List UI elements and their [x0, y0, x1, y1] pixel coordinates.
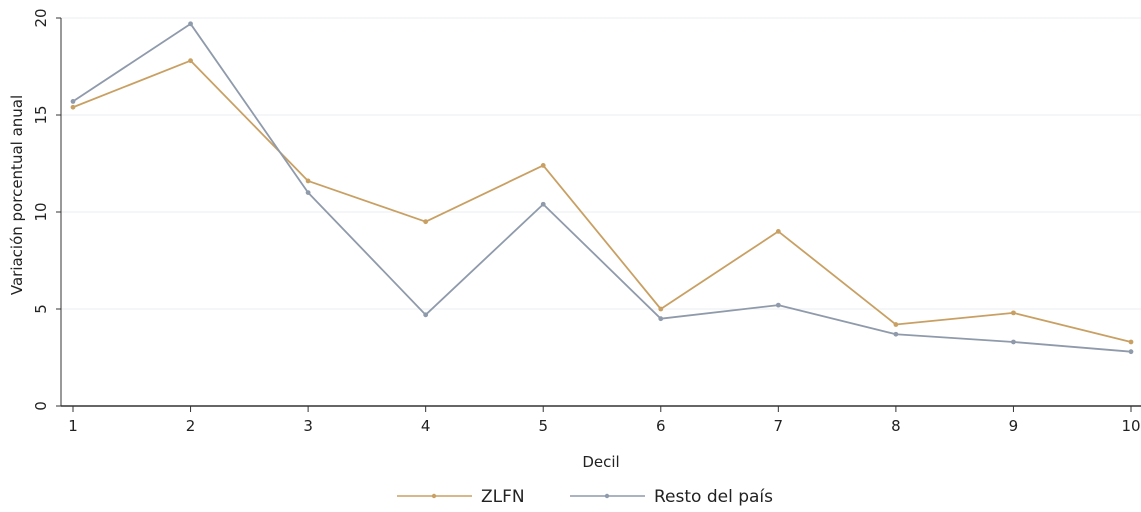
legend-marker-zlfn — [431, 493, 437, 499]
x-tick-label: 1 — [68, 417, 78, 435]
y-axis-title: Variación porcentual anual — [8, 95, 26, 295]
data-point-zlfn — [775, 229, 781, 234]
data-point-resto — [1011, 339, 1016, 345]
y-tick-label: 0 — [32, 401, 50, 411]
legend-item-resto: Resto del país — [570, 487, 773, 507]
data-point-zlfn — [540, 163, 546, 168]
data-point-zlfn — [893, 322, 899, 327]
series-group — [70, 21, 1134, 355]
x-tick-label: 6 — [656, 417, 666, 435]
y-tick-label: 10 — [32, 202, 50, 221]
legend-marker-resto — [604, 493, 610, 499]
x-axis-title: Decil — [582, 453, 619, 471]
x-tick-label: 7 — [774, 417, 784, 435]
legend: ZLFN Resto del país — [397, 487, 773, 507]
data-point-resto — [540, 201, 546, 207]
gridlines — [61, 17, 1141, 310]
data-point-zlfn — [305, 178, 311, 184]
legend-label-resto: Resto del país — [654, 487, 773, 507]
x-axis-ticks: 1 2 3 4 5 6 7 8 9 10 — [68, 406, 1141, 435]
x-tick-label: 3 — [303, 417, 313, 435]
data-point-resto — [423, 312, 429, 318]
data-point-zlfn — [188, 58, 193, 64]
data-point-resto — [188, 21, 193, 27]
data-point-resto — [893, 331, 899, 337]
y-axis-ticks: 0 5 10 15 20 — [32, 8, 61, 411]
data-point-zlfn — [423, 219, 429, 225]
legend-item-zlfn: ZLFN — [397, 487, 525, 507]
data-point-resto — [305, 190, 311, 196]
x-tick-label: 5 — [538, 417, 548, 435]
x-tick-label: 10 — [1121, 417, 1140, 435]
series-line-zlfn — [72, 59, 1132, 343]
data-point-zlfn — [70, 104, 76, 110]
x-tick-label: 8 — [891, 417, 901, 435]
y-tick-label: 20 — [32, 8, 50, 27]
data-point-zlfn — [658, 306, 664, 312]
data-point-zlfn — [1011, 310, 1016, 316]
x-tick-label: 9 — [1009, 417, 1019, 435]
series-line-resto — [72, 22, 1132, 353]
data-point-resto — [70, 99, 76, 104]
data-point-resto — [1128, 349, 1134, 355]
y-tick-label: 15 — [32, 105, 50, 124]
y-tick-label: 5 — [32, 304, 50, 314]
x-tick-label: 4 — [421, 417, 431, 435]
x-tick-label: 2 — [186, 417, 196, 435]
data-point-zlfn — [1128, 339, 1134, 345]
data-point-resto — [658, 316, 664, 322]
legend-label-zlfn: ZLFN — [481, 487, 525, 507]
data-point-resto — [775, 302, 781, 308]
